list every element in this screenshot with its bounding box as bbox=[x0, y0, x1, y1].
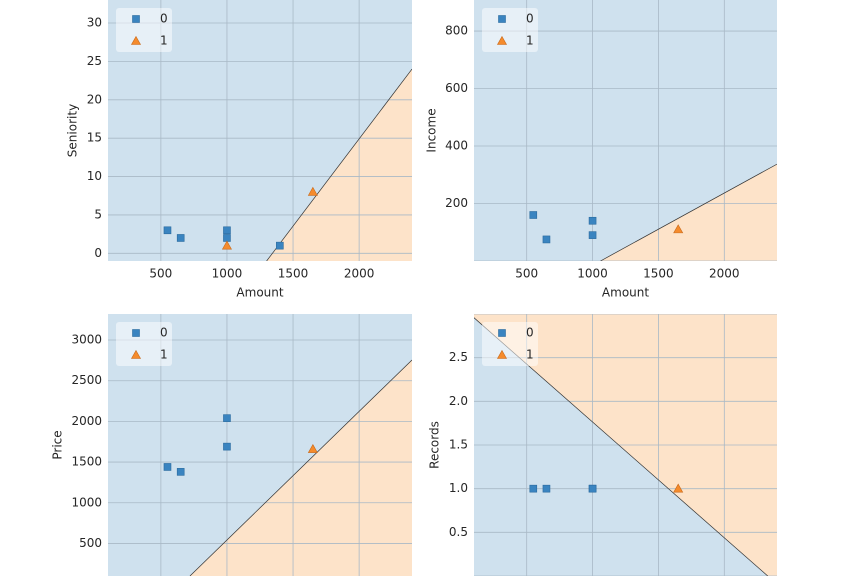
y-tick-label: 3000 bbox=[71, 333, 102, 347]
y-tick-label: 5 bbox=[94, 207, 102, 221]
y-tick-label: 2500 bbox=[71, 373, 102, 387]
x-tick-label: 2000 bbox=[709, 267, 740, 281]
point bbox=[276, 241, 284, 250]
point bbox=[223, 234, 231, 242]
y-tick-label: 0 bbox=[94, 246, 102, 260]
legend-marker bbox=[498, 329, 506, 337]
legend-marker bbox=[132, 329, 140, 337]
legend-marker bbox=[130, 349, 142, 359]
decision-boundary bbox=[600, 163, 777, 261]
y-tick-label: 2000 bbox=[71, 414, 102, 428]
point bbox=[529, 484, 538, 493]
decision-boundary bbox=[189, 359, 412, 576]
x-tick-label: 1500 bbox=[643, 267, 674, 281]
point bbox=[163, 463, 172, 471]
x-tick-label: 500 bbox=[515, 267, 538, 281]
point bbox=[673, 224, 684, 234]
legend-box bbox=[116, 322, 172, 366]
x-tick-label: 1000 bbox=[212, 267, 243, 281]
legend-box bbox=[482, 8, 538, 52]
decision-boundary bbox=[266, 68, 412, 261]
legend: 01 bbox=[116, 8, 172, 52]
point bbox=[163, 226, 172, 235]
subplot: 200 400 600 800 500 1000 1500 2000 Amount Income 0… bbox=[425, 0, 777, 300]
y-axis-label: Price bbox=[51, 430, 65, 459]
y-tick-label: 800 bbox=[445, 24, 468, 38]
legend-label: 1 bbox=[160, 34, 168, 48]
point bbox=[176, 234, 185, 242]
x-tick-label: 500 bbox=[149, 267, 172, 281]
y-axis-label: Seniority bbox=[66, 104, 80, 157]
x-tick-label: 2000 bbox=[344, 267, 375, 281]
y-tick-label: 2.5 bbox=[449, 350, 468, 364]
point bbox=[307, 443, 318, 453]
point bbox=[588, 484, 597, 493]
y-tick-label: 0.5 bbox=[449, 525, 468, 539]
point bbox=[221, 240, 232, 250]
point bbox=[223, 442, 231, 451]
y-tick-label: 1500 bbox=[71, 455, 102, 469]
legend-label: 0 bbox=[526, 326, 534, 340]
y-tick-label: 500 bbox=[79, 536, 102, 550]
legend-label: 1 bbox=[526, 34, 534, 48]
point bbox=[588, 216, 597, 225]
point bbox=[542, 484, 551, 493]
legend-marker bbox=[498, 15, 506, 23]
y-tick-label: 15 bbox=[87, 131, 102, 145]
point bbox=[673, 483, 684, 493]
legend-label: 1 bbox=[160, 348, 168, 362]
y-axis-label: Income bbox=[425, 108, 439, 152]
y-tick-label: 400 bbox=[445, 139, 468, 153]
point bbox=[307, 186, 318, 196]
y-tick-label: 2.0 bbox=[449, 394, 468, 408]
y-axis-label: Records bbox=[428, 421, 442, 469]
legend-marker bbox=[496, 349, 508, 359]
y-tick-label: 200 bbox=[445, 196, 468, 210]
y-tick-label: 20 bbox=[87, 92, 102, 106]
point bbox=[542, 235, 551, 244]
legend: 01 bbox=[482, 8, 538, 52]
legend-label: 0 bbox=[160, 326, 168, 340]
y-tick-label: 30 bbox=[87, 16, 102, 30]
legend-marker bbox=[132, 15, 140, 23]
point bbox=[588, 231, 597, 239]
legend-box bbox=[116, 8, 172, 52]
x-axis-label: Amount bbox=[236, 286, 283, 300]
legend: 01 bbox=[116, 322, 172, 366]
legend-label: 0 bbox=[160, 12, 168, 26]
point bbox=[176, 468, 185, 476]
point bbox=[223, 414, 231, 422]
point bbox=[223, 226, 231, 235]
legend-label: 1 bbox=[526, 348, 534, 362]
legend-marker bbox=[496, 35, 508, 45]
legend: 01 bbox=[482, 322, 538, 366]
legend-label: 0 bbox=[526, 12, 534, 26]
y-tick-label: 10 bbox=[87, 169, 102, 183]
legend-marker bbox=[130, 35, 142, 45]
y-tick-label: 600 bbox=[445, 81, 468, 95]
y-tick-label: 1.5 bbox=[449, 438, 468, 452]
plot-area bbox=[108, 0, 412, 261]
point bbox=[529, 211, 538, 219]
x-tick-label: 1500 bbox=[278, 267, 309, 281]
legend-box bbox=[482, 322, 538, 366]
y-tick-label: 1000 bbox=[71, 495, 102, 509]
y-tick-label: 1.0 bbox=[449, 481, 468, 495]
x-axis-label: Amount bbox=[602, 286, 649, 300]
x-tick-label: 1000 bbox=[577, 267, 608, 281]
y-tick-label: 25 bbox=[87, 54, 102, 68]
